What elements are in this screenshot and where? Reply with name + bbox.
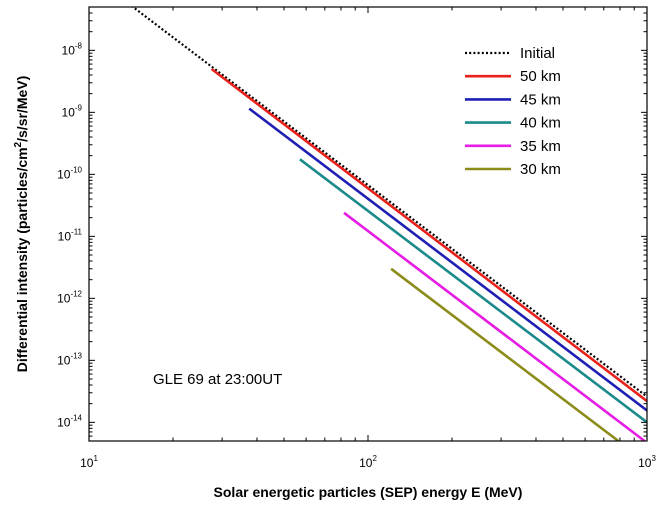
legend-label-5: 30 km xyxy=(520,161,561,178)
legend-label-1: 50 km xyxy=(520,68,561,85)
series-line-1 xyxy=(210,67,647,403)
y-axis-title: Differential intensity (particles/cm2/s/… xyxy=(13,76,30,373)
y-tick-label-1: 10-9 xyxy=(62,103,83,119)
y-axis-title-rest: /s/sr/MeV) xyxy=(14,76,30,142)
ticks-layer: 101 102 103 10-8 10-9 10-10 10-11 10-12 10-13 10-… xyxy=(57,6,656,470)
series-line-3 xyxy=(299,158,647,424)
y-tick-label-3: 10-11 xyxy=(58,227,83,243)
series-line-4 xyxy=(343,211,646,441)
legend-label-4: 35 km xyxy=(520,138,561,155)
y-tick-label-6: 10-14 xyxy=(57,413,82,429)
series-line-5 xyxy=(390,267,620,441)
annotation: GLE 69 at 23:00UT xyxy=(153,371,282,388)
x-tick-label-1: 102 xyxy=(359,454,377,470)
series-line-0 xyxy=(131,7,647,398)
y-tick-label-2: 10-10 xyxy=(57,165,82,181)
y-axis-title-sup: 2 xyxy=(13,141,24,147)
x-axis-title: Solar energetic particles (SEP) energy E… xyxy=(214,484,523,500)
x-tick-label-0: 101 xyxy=(80,454,98,470)
y-axis-title-main: Differential intensity (particles/cm xyxy=(14,147,30,372)
y-tick-label-5: 10-13 xyxy=(57,351,82,367)
x-tick-label-2: 103 xyxy=(638,454,656,470)
y-tick-label-0: 10-8 xyxy=(62,41,83,57)
legend-label-0: Initial xyxy=(520,45,555,62)
legend: Initial 50 km 45 km 40 km 35 km 30 km xyxy=(465,45,561,178)
series-line-2 xyxy=(248,107,647,412)
series-layer xyxy=(131,7,647,441)
y-tick-label-4: 10-12 xyxy=(57,289,82,305)
legend-label-2: 45 km xyxy=(520,91,561,108)
legend-label-3: 40 km xyxy=(520,115,561,132)
